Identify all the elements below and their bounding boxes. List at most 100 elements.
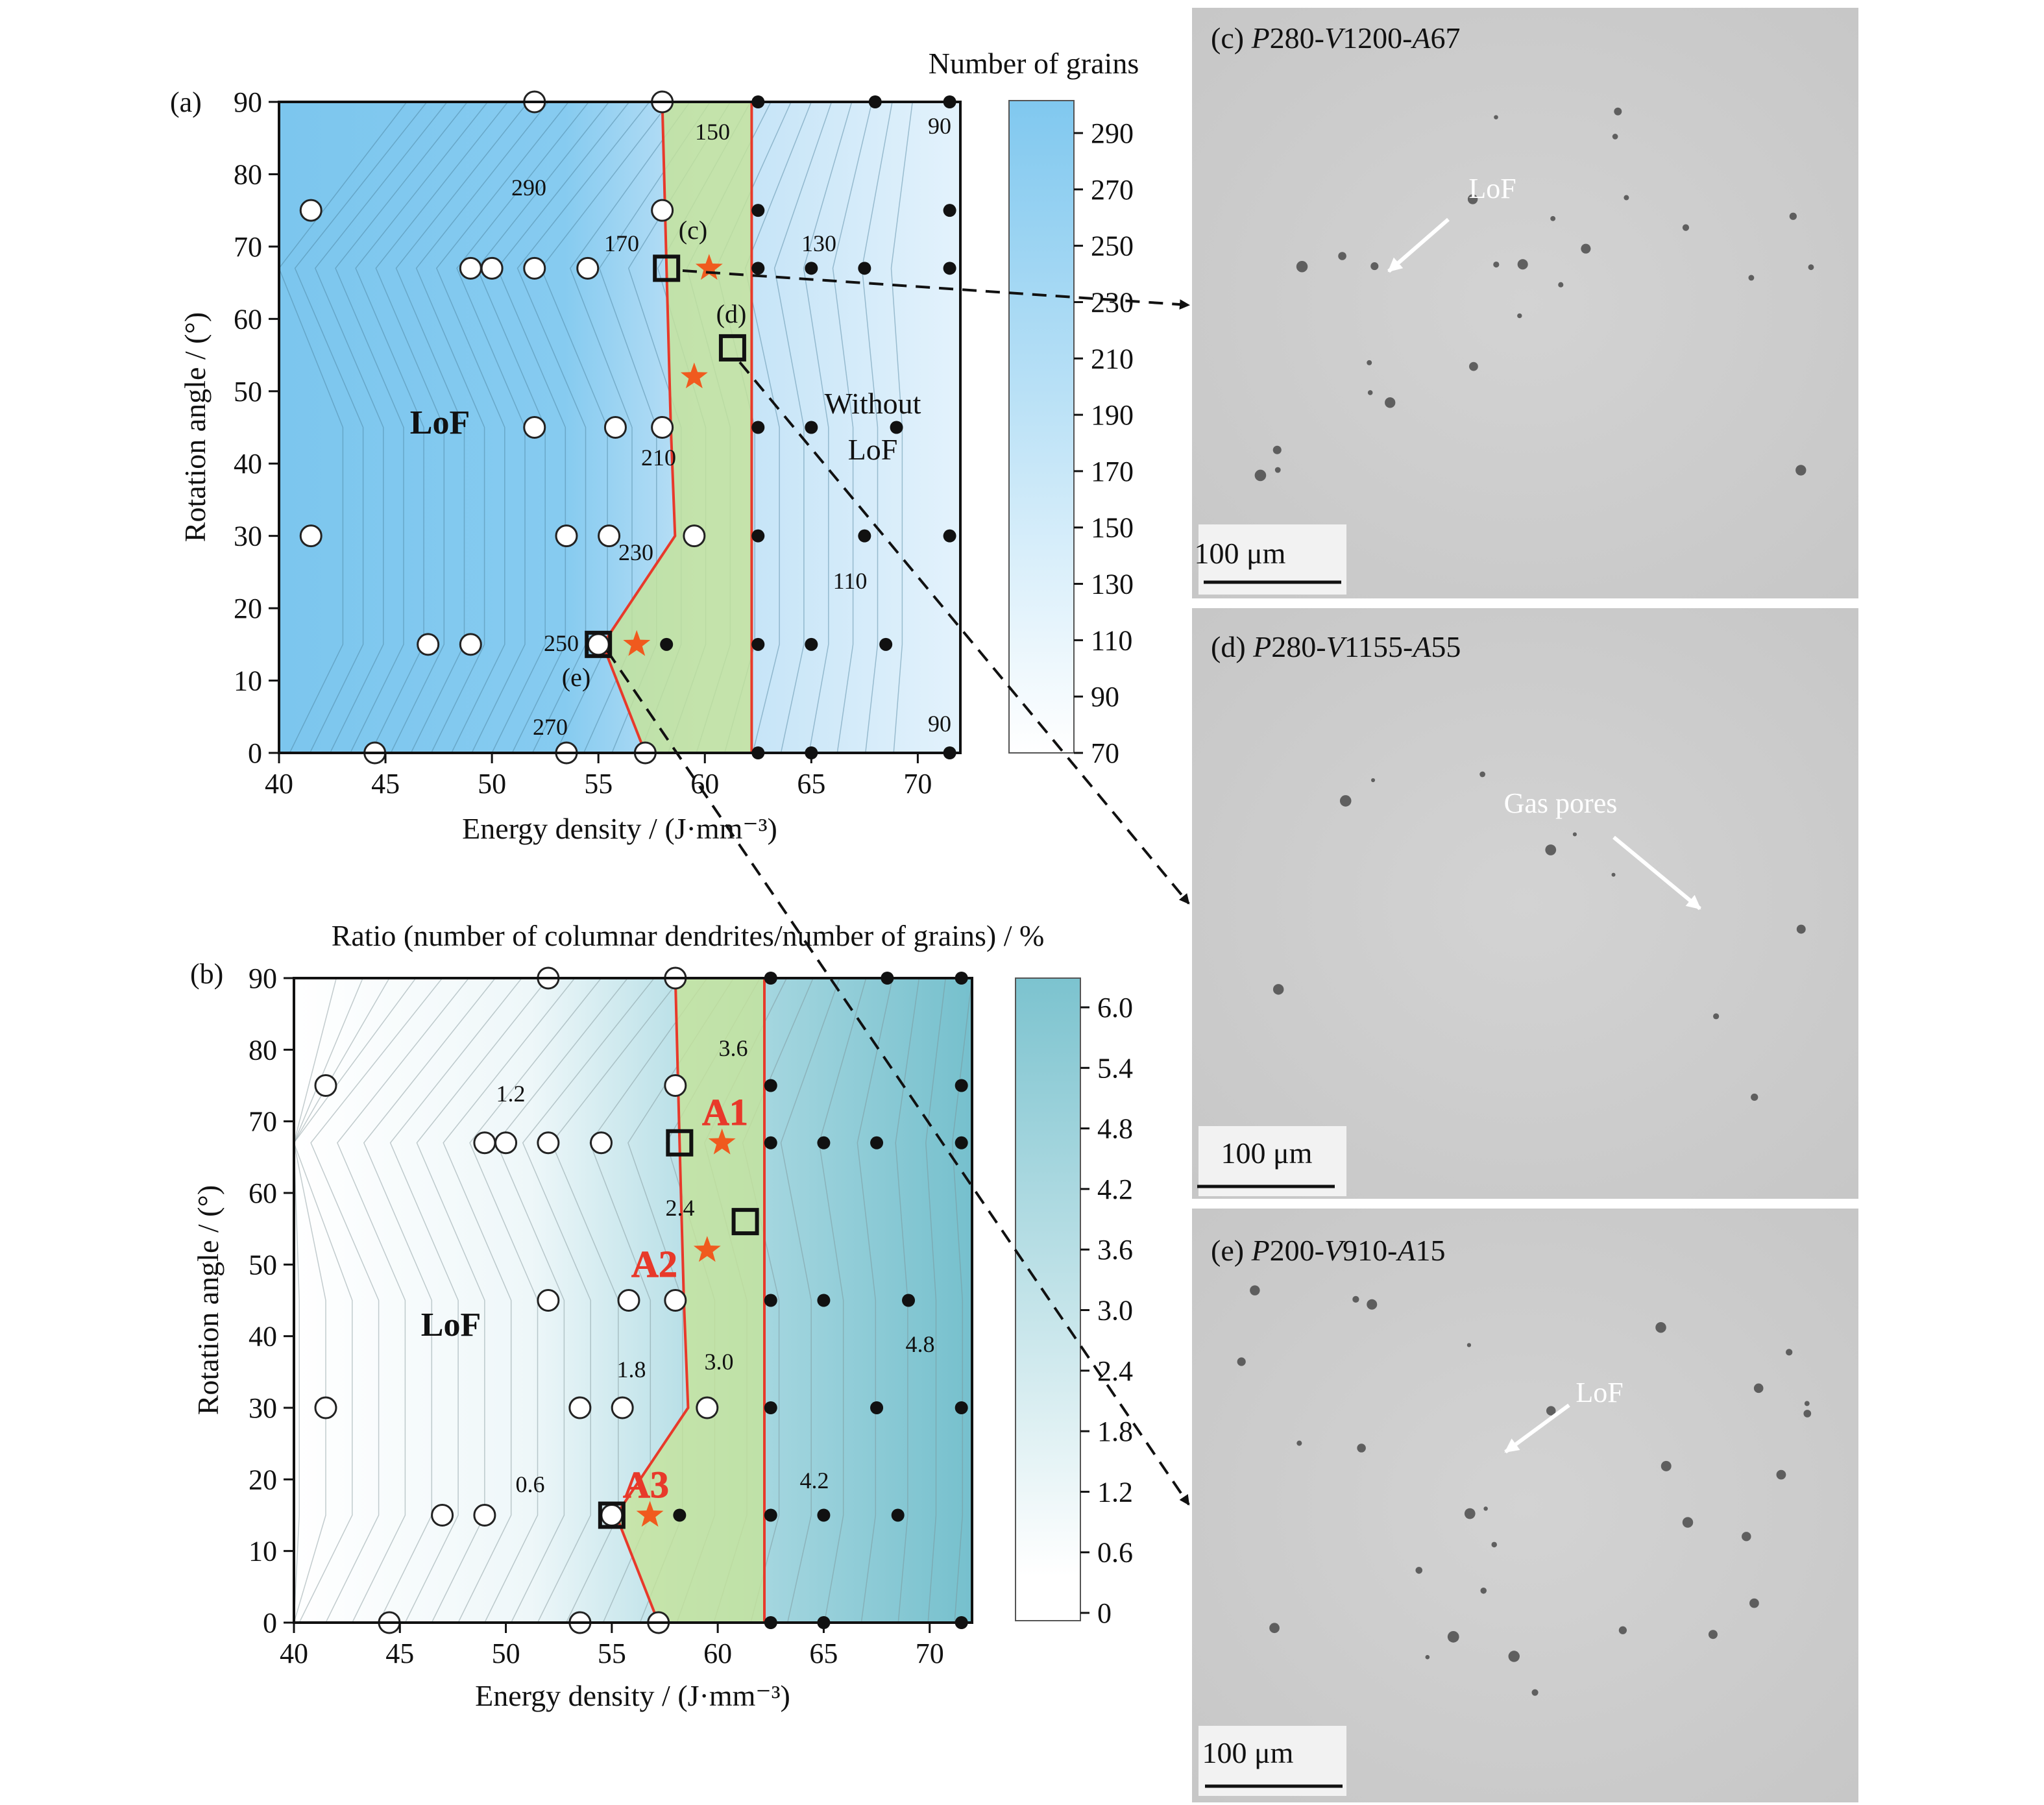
open-point — [523, 256, 546, 280]
contour-line — [895, 977, 920, 1623]
contour-line — [951, 977, 973, 1623]
defect-speck — [1550, 215, 1556, 221]
y-tick-label: 60 — [234, 303, 262, 335]
open-point — [537, 1289, 560, 1312]
panel-a-letter: (a) — [170, 86, 202, 118]
param-a-value: 15 — [1415, 1234, 1446, 1267]
micrograph-e-defects — [1237, 1285, 1812, 1696]
open-point — [651, 416, 674, 439]
contour-line — [389, 977, 522, 1623]
panel-b-axes: 40 45 50 55 60 65 70 0 10 20 30 40 50 60 70 80 90 — [249, 963, 944, 1669]
y-tick-label: 40 — [249, 1321, 277, 1353]
micrograph-d-letter: (d) — [1211, 630, 1254, 663]
defect-speck — [1367, 1299, 1378, 1310]
contour-line — [517, 101, 650, 754]
filled-point — [764, 1294, 777, 1307]
filled-point — [943, 204, 956, 217]
colorbar-tick-label: 4.8 — [1097, 1113, 1133, 1145]
defect-speck — [1464, 1508, 1476, 1519]
defect-speck — [1558, 282, 1564, 288]
panel-b-title: Ratio (number of columnar dendrites/numb… — [332, 919, 1045, 952]
contour-line — [857, 977, 894, 1623]
contour-line — [773, 101, 833, 754]
panel-a-contour-labels: 290 170 150 130 210 230 250 270 110 90 9… — [511, 113, 951, 740]
defect-speck — [1786, 1349, 1793, 1356]
defect-speck — [1272, 445, 1282, 454]
contour-line — [293, 977, 363, 1623]
micrograph-e-title: (e) P200-V910-A15 — [1211, 1233, 1446, 1268]
colorbar-tick-label: 290 — [1091, 117, 1134, 149]
contour-line — [780, 977, 840, 1623]
colorbar-tick-label: 250 — [1091, 230, 1134, 262]
defect-speck — [1370, 778, 1376, 783]
defect-speck — [1237, 1357, 1246, 1366]
contour-label: 130 — [801, 230, 836, 256]
defect-speck — [1661, 1460, 1672, 1471]
filled-point — [764, 1401, 777, 1414]
defect-speck — [1618, 1626, 1627, 1634]
param-p-value: 280- — [1269, 21, 1324, 55]
panel-b-letter: (b) — [190, 958, 223, 990]
defect-speck — [1367, 390, 1373, 395]
contour-line — [355, 101, 489, 754]
box-label-e: (e) — [562, 663, 590, 692]
filled-point — [870, 1136, 884, 1149]
selected-sample-box — [653, 254, 681, 282]
param-a-value: 67 — [1430, 21, 1461, 55]
connector-arrow-d — [738, 361, 1190, 905]
colorbar-tick-label: 0.6 — [1097, 1537, 1133, 1569]
defect-speck — [1531, 1689, 1539, 1696]
open-point — [299, 524, 322, 548]
panel-b-ylabel: Rotation angle / (°) — [191, 1185, 225, 1415]
x-tick-label: 55 — [584, 768, 613, 800]
colorbar-tick-label: 4.2 — [1097, 1173, 1133, 1205]
open-point — [683, 524, 706, 548]
contour-label: 230 — [618, 539, 653, 565]
contour-line — [395, 101, 529, 754]
y-tick-label: 90 — [234, 86, 262, 118]
filled-point — [751, 421, 765, 434]
defect-speck — [1385, 397, 1396, 408]
micrograph-e-scale-bg — [1198, 1726, 1346, 1796]
contour-line — [416, 977, 549, 1623]
defect-speck — [1274, 467, 1281, 473]
contour-line — [890, 101, 913, 754]
panel-a-box-labels: (c) (d) (e) — [562, 215, 747, 692]
micrograph-c-letter: (c) — [1211, 21, 1252, 55]
param-p: P — [1253, 630, 1272, 663]
x-tick-label: 70 — [903, 768, 932, 800]
micrograph-d-scale-text: 100 μm — [1221, 1136, 1313, 1170]
filled-point — [764, 1508, 777, 1522]
defect-speck — [1370, 262, 1379, 271]
defect-speck — [1546, 1406, 1556, 1416]
param-v: V — [1324, 21, 1343, 55]
colorbar-tick-label: 210 — [1091, 343, 1134, 375]
panel-b: Ratio (number of columnar dendrites/numb… — [190, 919, 1133, 1712]
micrograph-c-scale-text: 100 μm — [1195, 537, 1286, 570]
colorbar-tick-label: 110 — [1091, 624, 1132, 656]
contour-line — [310, 977, 443, 1623]
y-tick-label: 60 — [249, 1177, 277, 1209]
open-point — [598, 524, 621, 548]
y-tick-label: 40 — [234, 448, 262, 480]
contour-label: 4.2 — [800, 1467, 829, 1493]
defect-speck — [1272, 984, 1284, 995]
open-point — [590, 1131, 613, 1155]
param-a: A — [1413, 630, 1431, 663]
defect-speck — [1339, 795, 1352, 807]
connector-arrows — [606, 269, 1190, 1506]
defect-speck — [1776, 1469, 1786, 1480]
contour-label: 170 — [604, 230, 639, 256]
contour-label: 210 — [641, 445, 676, 471]
param-p-value: 200- — [1269, 1234, 1324, 1267]
x-tick-label: 55 — [598, 1638, 626, 1669]
x-tick-label: 50 — [492, 1638, 520, 1669]
y-tick-label: 10 — [249, 1536, 277, 1567]
open-point — [417, 633, 440, 656]
open-point — [459, 256, 482, 280]
filled-point — [660, 637, 674, 651]
optimal-star — [693, 1236, 721, 1262]
y-tick-label: 0 — [248, 737, 262, 769]
optimal-star — [695, 254, 723, 280]
filled-point — [805, 421, 818, 434]
